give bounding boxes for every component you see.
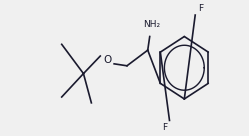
Text: F: F xyxy=(162,123,168,132)
Text: F: F xyxy=(198,4,203,13)
Text: NH₂: NH₂ xyxy=(143,20,160,29)
Text: O: O xyxy=(103,55,111,65)
